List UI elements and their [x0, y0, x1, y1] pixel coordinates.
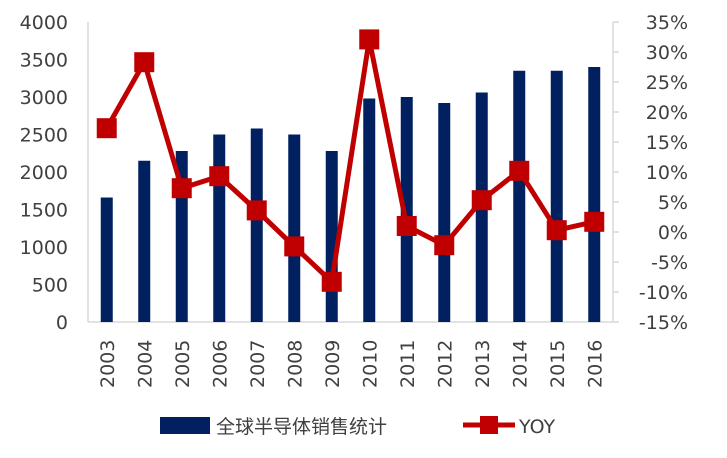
x-tick-label: 2006	[209, 340, 231, 388]
x-tick-label: 2015	[547, 340, 569, 388]
x-tick-label: 2010	[359, 340, 381, 388]
left-tick-label: 4000	[20, 12, 68, 34]
yoy-marker	[396, 216, 417, 236]
x-tick-label: 2013	[472, 340, 494, 388]
x-tick-label: 2016	[584, 340, 606, 388]
x-tick-label: 2012	[434, 340, 456, 388]
bar	[363, 98, 376, 322]
yoy-marker	[584, 211, 605, 232]
x-tick-label: 2005	[172, 340, 194, 388]
left-tick-label: 1000	[20, 237, 68, 259]
left-tick-label: 3000	[20, 87, 68, 109]
bar	[138, 160, 151, 322]
bar	[100, 197, 113, 322]
left-tick-label: 0	[56, 312, 68, 334]
bar	[550, 70, 563, 322]
yoy-marker	[171, 178, 192, 199]
yoy-marker	[134, 52, 155, 73]
bar	[325, 151, 338, 322]
yoy-marker	[434, 235, 455, 256]
x-tick-label: 2009	[322, 340, 344, 388]
yoy-marker	[321, 271, 342, 292]
yoy-marker	[546, 220, 567, 241]
bar	[588, 67, 601, 322]
yoy-marker	[246, 200, 267, 221]
bar	[213, 134, 226, 322]
x-tick-label: 2011	[397, 340, 419, 388]
yoy-marker	[471, 190, 492, 211]
yoy-marker	[359, 29, 380, 50]
right-tick-label: -15%	[639, 312, 688, 334]
right-tick-label: -10%	[639, 282, 688, 304]
left-tick-label: 2000	[20, 162, 68, 184]
x-tick-label: 2014	[509, 340, 531, 388]
legend-bar-swatch	[160, 417, 210, 434]
legend-line-marker	[480, 416, 498, 434]
left-tick-label: 2500	[20, 125, 68, 147]
x-tick-label: 2003	[97, 340, 119, 388]
right-tick-label: 25%	[646, 72, 688, 94]
bar	[400, 97, 413, 322]
left-tick-label: 500	[32, 275, 68, 297]
bar	[250, 128, 263, 322]
legend: 全球半导体销售统计 YOY	[160, 416, 555, 438]
right-tick-label: 20%	[646, 102, 688, 124]
right-tick-label: 5%	[658, 192, 688, 214]
yoy-marker	[209, 166, 230, 187]
left-tick-label: 1500	[20, 200, 68, 222]
x-tick-label: 2008	[284, 340, 306, 388]
x-tick-label: 2007	[247, 340, 269, 388]
right-tick-label: 10%	[646, 162, 688, 184]
yoy-marker	[96, 118, 117, 139]
legend-line-label: YOY	[518, 416, 555, 438]
bar	[513, 70, 526, 322]
bar	[438, 103, 451, 322]
bar	[288, 134, 301, 322]
right-tick-label: 35%	[646, 12, 688, 34]
legend-bar-label: 全球半导体销售统计	[216, 416, 387, 438]
yoy-marker	[284, 236, 305, 257]
right-tick-label: -5%	[651, 252, 688, 274]
right-tick-label: 15%	[646, 132, 688, 154]
yoy-marker	[509, 160, 530, 181]
right-tick-label: 30%	[646, 42, 688, 64]
left-tick-label: 3500	[20, 50, 68, 72]
right-tick-label: 0%	[658, 222, 688, 244]
x-tick-label: 2004	[134, 340, 156, 388]
